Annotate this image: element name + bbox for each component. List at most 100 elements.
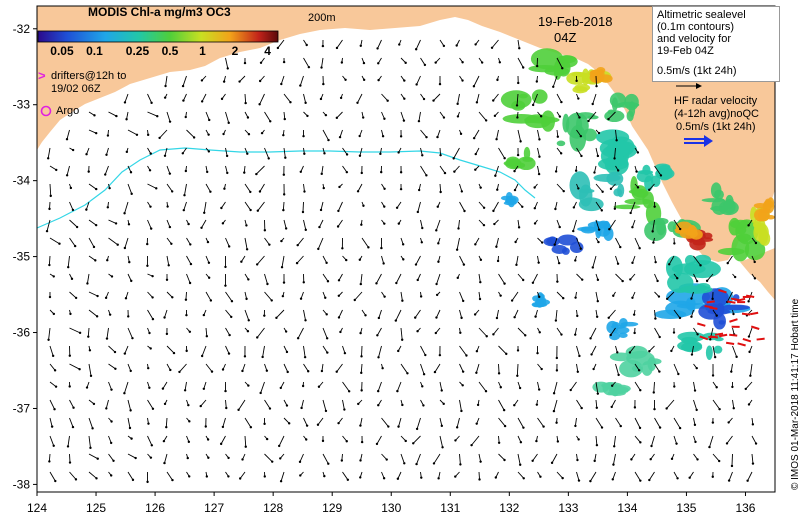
velocity-arrow-head: [577, 479, 581, 482]
velocity-arrow-head: [610, 405, 613, 409]
velocity-arrow-head: [531, 281, 535, 284]
velocity-arrow-head: [503, 424, 507, 428]
velocity-arrow-head: [735, 355, 738, 359]
velocity-arrow-head: [263, 314, 266, 317]
velocity-arrow: [166, 183, 173, 192]
velocity-arrow-head: [676, 477, 679, 480]
velocity-arrow: [338, 309, 343, 318]
velocity-arrow: [256, 255, 265, 265]
velocity-arrow-head: [161, 387, 165, 390]
velocity-arrow-head: [110, 275, 114, 278]
velocity-arrow-head: [498, 61, 502, 64]
velocity-arrow-head: [280, 265, 284, 269]
velocity-arrow-head: [747, 300, 750, 303]
velocity-arrow-head: [434, 61, 437, 64]
velocity-arrow-head: [87, 335, 90, 338]
hf-arrow: [729, 333, 738, 337]
velocity-arrow: [459, 453, 461, 465]
velocity-arrow-head: [307, 370, 310, 373]
velocity-arrow-head: [476, 403, 480, 407]
velocity-arrow-head: [345, 153, 349, 156]
velocity-arrow-head: [440, 424, 444, 428]
velocity-arrow: [359, 147, 363, 156]
velocity-arrow-head: [356, 101, 359, 104]
chlorophyll-blob: [705, 345, 713, 361]
velocity-arrow: [556, 57, 563, 69]
velocity-arrow: [87, 327, 90, 337]
velocity-arrow-head: [286, 370, 289, 374]
velocity-arrow-head: [539, 115, 543, 118]
velocity-arrow-head: [48, 263, 51, 267]
velocity-arrow-head: [304, 228, 307, 232]
velocity-arrow: [357, 183, 363, 192]
velocity-arrow-head: [337, 279, 341, 282]
velocity-arrow: [459, 255, 465, 265]
velocity-arrow: [416, 417, 421, 430]
velocity-arrow-head: [422, 404, 425, 407]
velocity-arrow-head: [255, 263, 259, 266]
velocity-arrow: [166, 219, 171, 228]
velocity-arrow-head: [364, 314, 367, 317]
chlorophyll-blob: [680, 285, 713, 294]
velocity-arrow: [322, 255, 327, 264]
velocity-arrow-head: [395, 281, 398, 285]
velocity-arrow-head: [359, 331, 362, 335]
velocity-arrow-head: [531, 459, 534, 462]
velocity-arrow: [184, 183, 187, 196]
velocity-arrow-head: [114, 367, 117, 370]
velocity-arrow-head: [670, 349, 673, 353]
velocity-arrow-head: [65, 138, 69, 141]
velocity-arrow: [532, 273, 538, 283]
velocity-arrow-head: [633, 331, 636, 335]
velocity-arrow-head: [699, 264, 702, 267]
velocity-arrow: [612, 453, 616, 465]
velocity-arrow: [537, 417, 544, 427]
velocity-arrow-head: [275, 316, 278, 320]
velocity-arrow-head: [461, 299, 465, 303]
velocity-arrow-head: [550, 461, 554, 465]
velocity-arrow-head: [474, 168, 477, 171]
velocity-arrow-head: [108, 313, 112, 316]
velocity-arrow-head: [496, 78, 499, 82]
velocity-arrow-head: [394, 319, 398, 322]
velocity-arrow-head: [263, 422, 266, 426]
velocity-arrow-head: [612, 463, 615, 466]
velocity-arrow-head: [69, 312, 72, 316]
velocity-arrow: [654, 327, 661, 338]
velocity-arrow: [186, 255, 192, 265]
velocity-arrow: [127, 363, 132, 372]
chlorophyll-blob: [606, 171, 624, 186]
velocity-arrow-head: [156, 115, 159, 118]
velocity-arrow-head: [75, 225, 79, 229]
chlorophyll-blob: [641, 361, 653, 376]
velocity-arrow: [244, 309, 250, 321]
chlorophyll-blob: [602, 382, 617, 396]
velocity-arrow: [49, 165, 57, 171]
velocity-arrow-head: [263, 475, 266, 478]
velocity-arrow-head: [130, 437, 133, 440]
velocity-arrow: [400, 453, 405, 464]
velocity-arrow: [88, 309, 98, 317]
velocity-arrow: [186, 237, 191, 245]
velocity-arrow: [88, 435, 91, 448]
velocity-arrow-head: [49, 194, 52, 198]
velocity-arrow-head: [227, 456, 230, 460]
velocity-arrow-head: [695, 408, 698, 412]
velocity-arrow-head: [574, 169, 578, 172]
chlorophyll-blob: [524, 116, 560, 124]
velocity-arrow-head: [220, 97, 224, 101]
velocity-arrow-head: [244, 445, 247, 448]
velocity-arrow: [165, 417, 168, 428]
velocity-arrow-head: [381, 135, 385, 138]
velocity-arrow: [317, 417, 324, 426]
isobath-200m: [36, 147, 536, 229]
velocity-arrow: [459, 183, 463, 192]
velocity-arrow-head: [337, 316, 341, 319]
velocity-arrow: [588, 111, 597, 122]
velocity-arrow-head: [435, 229, 438, 232]
velocity-arrow: [186, 129, 195, 138]
velocity-arrow-head: [129, 369, 132, 373]
velocity-arrow-head: [419, 295, 423, 298]
velocity-arrow-head: [452, 157, 455, 160]
